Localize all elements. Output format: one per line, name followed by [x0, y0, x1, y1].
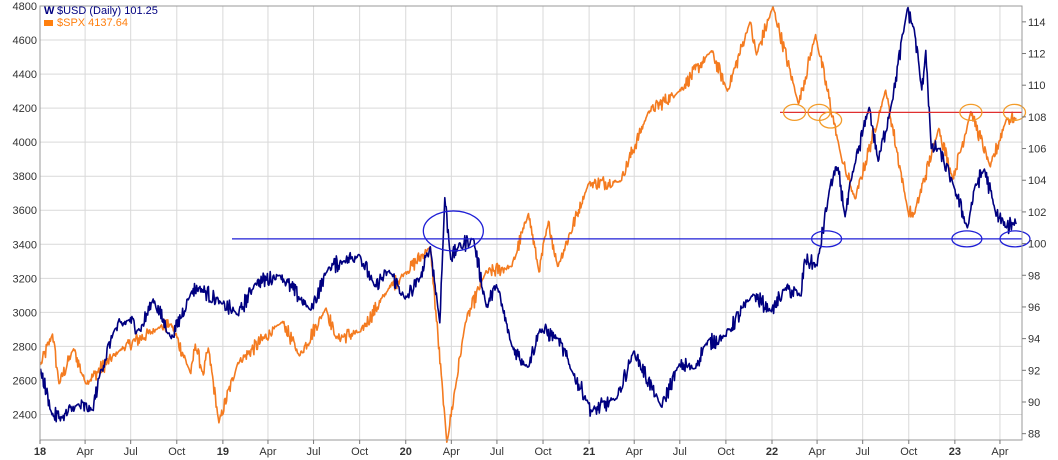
spx-legend-swatch [44, 20, 53, 26]
right-tick-label: 104 [1028, 175, 1046, 187]
left-tick-label: 3200 [13, 273, 37, 285]
x-tick-label: Jul [307, 446, 321, 458]
x-tick-label: 22 [766, 446, 778, 458]
x-tick-label: Apr [809, 446, 826, 458]
x-tick-label: Jul [490, 446, 504, 458]
x-tick-label: Oct [351, 446, 368, 458]
x-tick-label: Apr [443, 446, 460, 458]
right-tick-label: 110 [1028, 80, 1046, 92]
usd-support-circle [810, 230, 843, 248]
x-tick-label: Apr [991, 446, 1008, 458]
left-tick-label: 4000 [13, 137, 37, 149]
right-axis: 88 90 92 94 96 98 100 102 104 106 108 110 112 114 [1022, 17, 1046, 441]
x-tick-label: 23 [949, 446, 961, 458]
right-tick-label: 114 [1028, 17, 1046, 29]
left-tick-label: 3000 [13, 307, 37, 319]
x-tick-label: Apr [626, 446, 643, 458]
left-tick-label: 4200 [13, 103, 37, 115]
x-tick-label: Apr [259, 446, 276, 458]
left-axis: 2400 2600 2800 3000 3200 3400 3600 3800 4000 4200… [13, 1, 37, 421]
x-tick-label: Oct [717, 446, 734, 458]
right-tick-label: 88 [1028, 429, 1040, 441]
x-tick-label: 19 [217, 446, 229, 458]
x-tick-label: Jul [124, 446, 138, 458]
spx-resistance-circle [782, 103, 807, 122]
right-tick-label: 108 [1028, 112, 1046, 124]
usd-line [39, 6, 1018, 423]
left-tick-label: 4800 [13, 1, 37, 13]
x-axis: 18 Apr Jul Oct 19 Apr Jul Oct 20 Apr Jul Oct 21 Apr Ju… [34, 440, 1009, 458]
spx-resistance-circle [818, 111, 843, 129]
spx-legend-label: $SPX 4137.64 [57, 17, 128, 29]
left-tick-label: 3600 [13, 205, 37, 217]
left-tick-label: 3400 [13, 239, 37, 251]
left-tick-label: 2600 [13, 375, 37, 387]
x-tick-label: Jul [673, 446, 687, 458]
right-tick-label: 100 [1028, 239, 1046, 251]
x-tick-label: Oct [534, 446, 551, 458]
x-tick-label: 20 [400, 446, 412, 458]
grid-lines [39, 5, 1022, 440]
usd-legend-label: $USD (Daily) 101.25 [57, 5, 158, 17]
plot-frame [39, 5, 1023, 441]
right-tick-label: 98 [1028, 270, 1040, 282]
spx-resistance-circle [1002, 103, 1027, 122]
right-tick-label: 112 [1028, 49, 1046, 61]
spx-resistance-circle [959, 103, 983, 122]
left-tick-label: 2800 [13, 341, 37, 353]
right-tick-label: 94 [1028, 334, 1040, 346]
left-tick-label: 3800 [13, 171, 37, 183]
usd-series [39, 6, 1018, 423]
usd-support-circle [951, 230, 983, 248]
x-tick-label: Oct [168, 446, 185, 458]
x-tick-label: Oct [900, 446, 917, 458]
usd-support-circle [422, 210, 484, 252]
right-tick-label: 96 [1028, 302, 1040, 314]
usd-support-circle [999, 230, 1031, 248]
x-tick-label: 18 [34, 446, 46, 458]
right-tick-label: 106 [1028, 144, 1046, 156]
left-tick-label: 2400 [13, 409, 37, 421]
right-tick-label: 90 [1028, 397, 1040, 409]
usd-legend-symbol-icon: W [44, 5, 55, 17]
right-tick-label: 102 [1028, 207, 1046, 219]
left-tick-label: 4400 [13, 69, 37, 81]
x-tick-label: 21 [583, 446, 595, 458]
spx-series [39, 5, 1017, 443]
right-tick-label: 92 [1028, 365, 1040, 377]
spx-line [39, 5, 1017, 443]
x-tick-label: Jul [856, 446, 870, 458]
legend: W $USD (Daily) 101.25 $SPX 4137.64 [44, 5, 158, 29]
annotations [232, 103, 1031, 252]
left-tick-label: 4600 [13, 35, 37, 47]
x-tick-label: Apr [77, 446, 94, 458]
